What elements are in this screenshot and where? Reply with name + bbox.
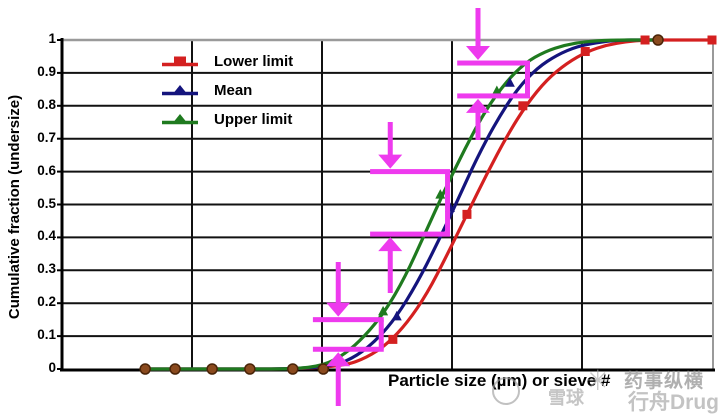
- series-marker-triangle: [391, 310, 402, 321]
- y-tick-label: 0.6: [37, 162, 56, 178]
- middle-window-connector: [445, 171, 451, 235]
- y-tick-label: 0.9: [37, 63, 56, 79]
- overlap-marker-dot: [652, 34, 664, 46]
- legend-item-mean: Mean: [158, 76, 293, 105]
- down-arrowhead-icon: [378, 154, 403, 169]
- up-arrow-icon: [387, 250, 393, 293]
- overlap-marker-dot: [139, 363, 151, 375]
- up-arrow-icon: [475, 111, 481, 140]
- down-arrowhead-icon: [466, 46, 490, 61]
- legend: Lower limit Mean Upper limit: [158, 47, 293, 134]
- up-arrow-icon: [335, 365, 341, 406]
- legend-item-label: Lower limit: [214, 53, 294, 70]
- legend-item-label: Upper limit: [214, 111, 293, 128]
- series-curve-upper-limit: [143, 38, 660, 371]
- series-marker-square: [518, 101, 528, 111]
- up-arrowhead-icon: [378, 237, 403, 252]
- up-arrowhead-icon: [326, 352, 351, 367]
- y-tick-label: 0.5: [37, 195, 56, 211]
- lower-window-lower-bar: [312, 346, 384, 352]
- legend-item-upper-limit: Upper limit: [158, 105, 293, 134]
- lower-window-connector: [378, 319, 384, 350]
- upper-window-upper-bar: [457, 60, 530, 66]
- series-marker-square: [388, 334, 398, 344]
- y-tick-label: 0.2: [37, 294, 56, 310]
- upper-window-lower-bar: [457, 93, 530, 99]
- overlap-marker-dot: [206, 363, 218, 375]
- series-marker-square: [580, 47, 590, 57]
- down-arrow-icon: [387, 122, 393, 156]
- y-tick-label: 0.3: [37, 261, 56, 277]
- series-marker-square: [707, 35, 717, 45]
- y-tick-label: 0.7: [37, 129, 56, 145]
- y-tick-label: 1: [48, 31, 56, 46]
- middle-window-lower-bar: [370, 231, 451, 237]
- lower-window-upper-bar: [312, 317, 384, 323]
- overlap-marker-dot: [287, 363, 299, 375]
- series-marker-square: [462, 209, 472, 219]
- overlap-marker-dot: [317, 363, 330, 375]
- overlap-marker-dot: [169, 363, 181, 375]
- down-arrow-icon: [475, 8, 481, 48]
- down-arrow-icon: [335, 262, 341, 304]
- x-axis-title: Particle size (µm) or sieve #: [388, 371, 611, 390]
- series-marker-triangle: [504, 77, 515, 87]
- series-marker-square: [640, 35, 650, 45]
- series-marker-triangle: [378, 305, 389, 316]
- legend-item-lower-limit: Lower limit: [158, 47, 293, 76]
- up-arrowhead-icon: [466, 98, 490, 113]
- series-marker-triangle: [491, 85, 502, 95]
- y-tick-label: 0: [48, 360, 56, 375]
- legend-marker-icon: [162, 56, 198, 66]
- down-arrowhead-icon: [326, 302, 351, 317]
- legend-marker-icon: [162, 113, 198, 124]
- series-marker-triangle: [435, 189, 446, 199]
- y-tick-label: 0.1: [37, 327, 56, 343]
- y-tick-label: 0.8: [37, 96, 56, 112]
- y-tick-label: 0.4: [37, 228, 56, 244]
- legend-item-label: Mean: [214, 82, 253, 99]
- overlap-marker-dot: [244, 363, 256, 375]
- legend-marker-icon: [162, 84, 198, 95]
- middle-window-upper-bar: [370, 169, 451, 175]
- upper-window-connector: [525, 63, 530, 96]
